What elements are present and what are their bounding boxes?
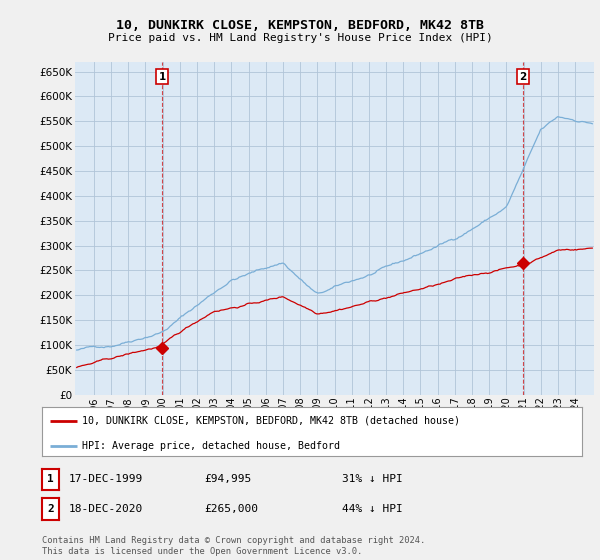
Text: 10, DUNKIRK CLOSE, KEMPSTON, BEDFORD, MK42 8TB: 10, DUNKIRK CLOSE, KEMPSTON, BEDFORD, MK… xyxy=(116,18,484,32)
Text: Price paid vs. HM Land Registry's House Price Index (HPI): Price paid vs. HM Land Registry's House … xyxy=(107,32,493,43)
Text: 31% ↓ HPI: 31% ↓ HPI xyxy=(342,474,403,484)
Text: 10, DUNKIRK CLOSE, KEMPSTON, BEDFORD, MK42 8TB (detached house): 10, DUNKIRK CLOSE, KEMPSTON, BEDFORD, MK… xyxy=(83,416,461,426)
Text: HPI: Average price, detached house, Bedford: HPI: Average price, detached house, Bedf… xyxy=(83,441,341,451)
Text: £265,000: £265,000 xyxy=(204,504,258,514)
Text: 17-DEC-1999: 17-DEC-1999 xyxy=(69,474,143,484)
Text: 18-DEC-2020: 18-DEC-2020 xyxy=(69,504,143,514)
Text: 1: 1 xyxy=(47,474,54,484)
Text: 2: 2 xyxy=(47,504,54,514)
Text: £94,995: £94,995 xyxy=(204,474,251,484)
Text: Contains HM Land Registry data © Crown copyright and database right 2024.
This d: Contains HM Land Registry data © Crown c… xyxy=(42,536,425,556)
Text: 1: 1 xyxy=(158,72,166,82)
Text: 2: 2 xyxy=(519,72,526,82)
Text: 44% ↓ HPI: 44% ↓ HPI xyxy=(342,504,403,514)
